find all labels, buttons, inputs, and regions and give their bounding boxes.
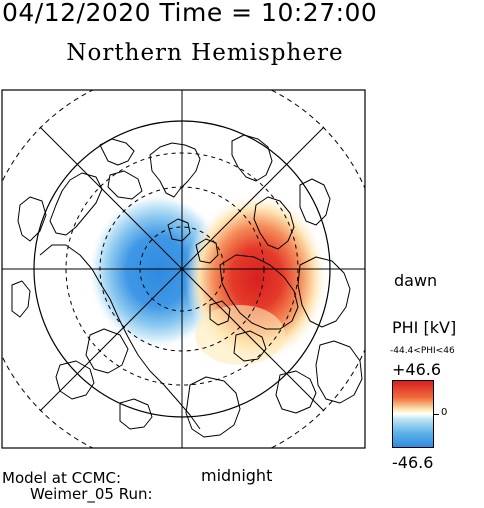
date-time-title: 04/12/2020 Time = 10:27:00 <box>2 0 378 27</box>
legend-min: -46.6 <box>392 453 434 472</box>
run-label: Weimer_05 Run: <box>30 485 153 503</box>
legend-max: +46.6 <box>392 360 442 379</box>
colorbar-zero-tick <box>434 414 439 415</box>
legend-range: -44.4<PHI<46 <box>390 346 455 356</box>
positive-potential-halo <box>195 305 285 365</box>
colorbar <box>392 380 434 448</box>
hemisphere-title: Northern Hemisphere <box>66 40 344 66</box>
meridian-diagonal-2 <box>39 126 325 412</box>
dawn-label: dawn <box>394 271 438 290</box>
coastlines <box>11 134 363 438</box>
midnight-label: midnight <box>201 466 273 485</box>
legend-title: PHI [kV] <box>392 318 457 337</box>
polar-map <box>1 89 366 449</box>
legend-zero: 0 <box>441 407 448 418</box>
map-frame <box>1 89 366 449</box>
model-label: Model at CCMC: <box>2 469 122 487</box>
